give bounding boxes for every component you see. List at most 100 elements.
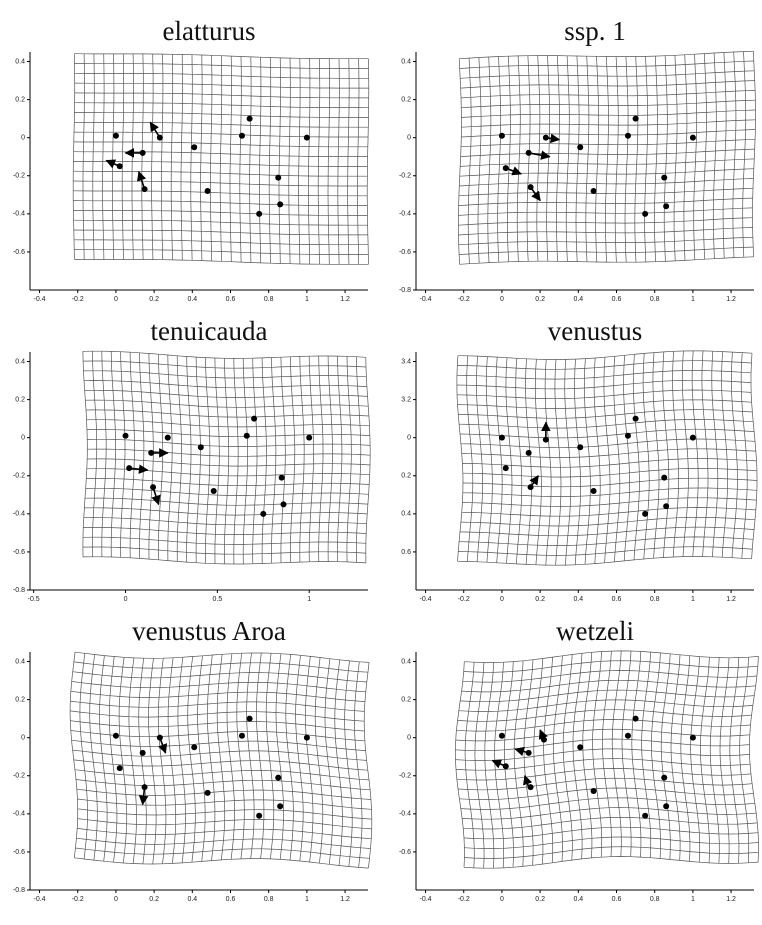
landmark xyxy=(191,744,198,751)
deformation-grid xyxy=(457,777,753,791)
x-tick-label: 0.6 xyxy=(226,896,236,903)
y-tick-label: 0.2 xyxy=(15,696,25,703)
deformation-grid xyxy=(73,661,369,673)
deformation-grid xyxy=(73,141,368,148)
deformation-grid xyxy=(554,359,562,566)
deformation-grid xyxy=(461,119,756,128)
deformation-grid xyxy=(73,210,368,216)
deformation-grid xyxy=(461,448,756,458)
x-tick-label: 0.4 xyxy=(573,896,583,903)
x-tick-label: -0.2 xyxy=(458,596,470,603)
deformation-grid xyxy=(474,662,485,869)
deformation-grid xyxy=(458,236,753,246)
deformation-grid xyxy=(711,351,719,557)
y-tick-label: 0.4 xyxy=(401,658,411,665)
deformation-grid xyxy=(89,654,98,861)
deformation-grid xyxy=(73,219,368,226)
x-tick-label: 0 xyxy=(114,896,118,903)
deformation-grid xyxy=(477,57,482,264)
deformation-grid xyxy=(70,730,365,742)
deformation-grid xyxy=(108,656,118,863)
landmark xyxy=(246,715,253,722)
x-tick-label: 1.2 xyxy=(726,896,736,903)
y-tick-label: 0.4 xyxy=(15,358,25,365)
deformation-grid xyxy=(466,355,474,562)
deformation-grid xyxy=(186,356,192,563)
panel-title: tenuicauda xyxy=(151,316,268,346)
deformation-grid xyxy=(157,354,164,560)
x-tick-label: 0.2 xyxy=(535,896,545,903)
panel-title: venustus xyxy=(548,316,643,346)
deformation-grid xyxy=(749,656,759,863)
deformation-grid xyxy=(69,652,79,858)
deformation-grid xyxy=(458,207,753,216)
deformation-grid xyxy=(462,458,757,468)
deformation-grid xyxy=(118,657,128,864)
deformation-grid xyxy=(73,170,368,177)
deformation-grid xyxy=(652,352,660,559)
x-tick-label: 0.5 xyxy=(213,596,223,603)
landmark xyxy=(275,174,282,181)
landmark xyxy=(238,132,245,139)
deformation-grid xyxy=(71,681,366,693)
deformation-grid xyxy=(575,55,580,262)
deformation-grid xyxy=(602,651,612,857)
deformation-grid xyxy=(74,259,369,265)
deformation-grid xyxy=(73,200,368,206)
landmark xyxy=(256,812,263,819)
x-tick-label: -0.2 xyxy=(458,296,470,303)
landmark xyxy=(122,432,129,439)
panel: elatturus -0.4 -0.2 0 0.2 0.4 0.6 0.8 1 1.2 -0.6 -0… xyxy=(13,16,370,303)
deformation-grid xyxy=(461,679,756,693)
x-tick-label: 1.2 xyxy=(340,296,350,303)
y-tick-label: -0.8 xyxy=(399,287,411,294)
deformation-grid xyxy=(210,55,213,262)
deformation-grid xyxy=(462,487,757,497)
x-tick-label: 1.2 xyxy=(340,896,350,903)
landmark xyxy=(277,803,284,810)
y-tick-label: -0.4 xyxy=(399,811,411,818)
deformation-grid xyxy=(752,51,756,257)
deformation-grid xyxy=(229,56,232,262)
y-tick-label: -0.6 xyxy=(13,849,25,856)
x-tick-label: 0.4 xyxy=(187,896,197,903)
landmark xyxy=(197,444,204,451)
deformation-grid xyxy=(642,353,650,560)
deformation-grid xyxy=(623,355,630,561)
deformation-grid xyxy=(712,52,717,259)
y-tick-label: 0.2 xyxy=(401,473,411,480)
y-tick-label: 0 xyxy=(407,135,411,142)
deformation-grid xyxy=(86,429,370,438)
deformation-grid xyxy=(224,358,230,564)
deformation-grid xyxy=(265,653,275,859)
displacement-arrow xyxy=(137,171,147,190)
deformation-grid xyxy=(72,53,76,260)
deformation-grid xyxy=(74,121,369,128)
deformation-grid xyxy=(295,655,304,862)
deformation-grid xyxy=(74,112,369,118)
landmark xyxy=(164,434,171,441)
deformation-grid xyxy=(456,370,752,380)
deformation-grid xyxy=(464,836,759,849)
x-tick-label: 1 xyxy=(691,596,695,603)
deformation-grid xyxy=(459,60,754,69)
deformation-grid xyxy=(505,357,513,564)
displacement-arrow xyxy=(528,150,551,160)
landmark xyxy=(663,203,670,210)
x-tick-label: 1.2 xyxy=(726,596,736,603)
deformation-grid xyxy=(461,507,756,517)
deformation-grid xyxy=(553,655,563,862)
deformation-grid xyxy=(459,178,754,187)
x-tick-label: 0 xyxy=(500,296,504,303)
deformation-grid xyxy=(703,53,707,260)
deformation-grid xyxy=(534,359,542,565)
deformation-grid xyxy=(592,651,603,858)
deformation-grid xyxy=(719,657,730,864)
y-tick-label: -0.2 xyxy=(13,473,25,480)
deformation-grid xyxy=(83,370,367,379)
landmark xyxy=(251,415,258,422)
deformation-grid xyxy=(85,399,369,408)
deformation-grid xyxy=(83,517,367,526)
deformation-grid xyxy=(77,808,372,820)
x-tick-label: 0.2 xyxy=(535,296,545,303)
